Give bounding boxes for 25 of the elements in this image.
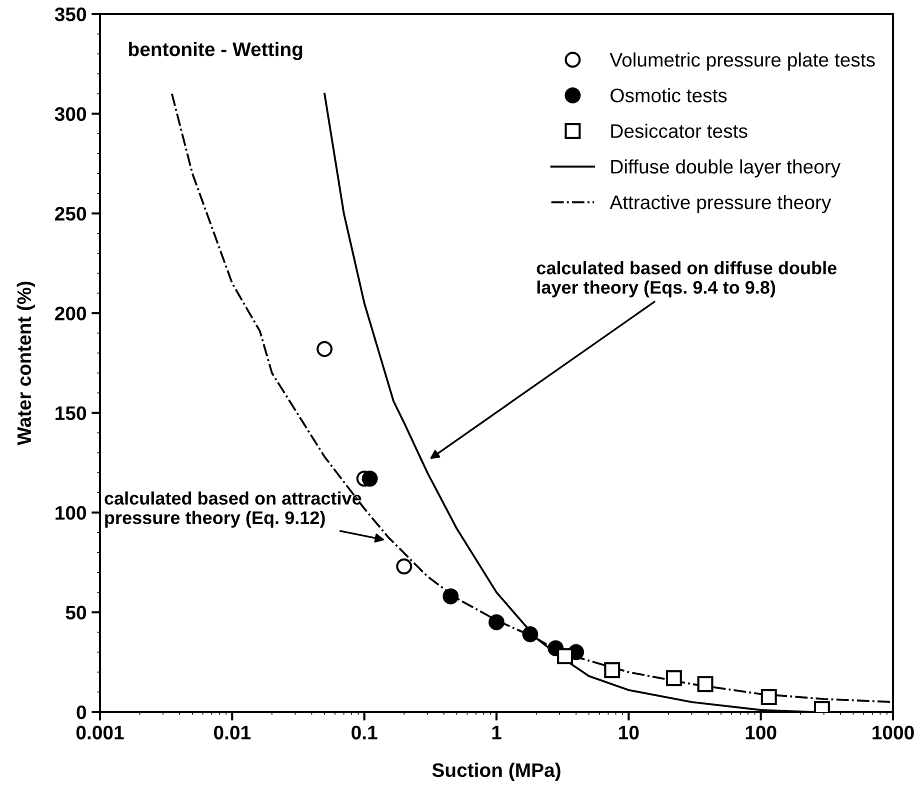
y-tick-label: 50	[66, 606, 86, 620]
legend-label: Volumetric pressure plate tests	[610, 52, 875, 71]
legend-label: Osmotic tests	[610, 88, 727, 102]
y-tick-label: 350	[54, 7, 86, 22]
text: bentonite - Wetting	[129, 42, 302, 60]
x-tick-label: 0.01	[214, 726, 251, 740]
y-tick-label: 200	[55, 306, 86, 320]
x-tick-label: 0.1	[352, 726, 378, 740]
y-tick-label: 300	[54, 107, 86, 121]
legend-label: Desiccator tests	[611, 124, 748, 138]
y-tick-label: 100	[56, 506, 86, 520]
annotation: calculated based on attractive pressure theory (Eq. 9.12)	[104, 491, 362, 528]
x-tick-label: 1000	[872, 726, 914, 740]
legend-label: Diffuse double layer theory	[611, 159, 841, 178]
x-axis-title: Suction (MPa)	[432, 762, 560, 781]
x-tick-label: 0.001	[76, 726, 124, 740]
y-tick-label: 0	[76, 705, 86, 720]
x-tick-label: 10	[619, 726, 639, 740]
y-tick-label: 250	[55, 206, 86, 221]
annotation: calculated based on diffuse double layer theory (Eqs. 9.4 to 9.8)	[536, 261, 837, 298]
legend-label: Attractive pressure theory	[610, 194, 832, 214]
x-tick-label: 100	[746, 726, 776, 740]
y-tick-label: 150	[56, 406, 86, 420]
x-tick-label: 1	[492, 726, 502, 740]
y-axis-title: Water content (%)	[16, 282, 35, 446]
